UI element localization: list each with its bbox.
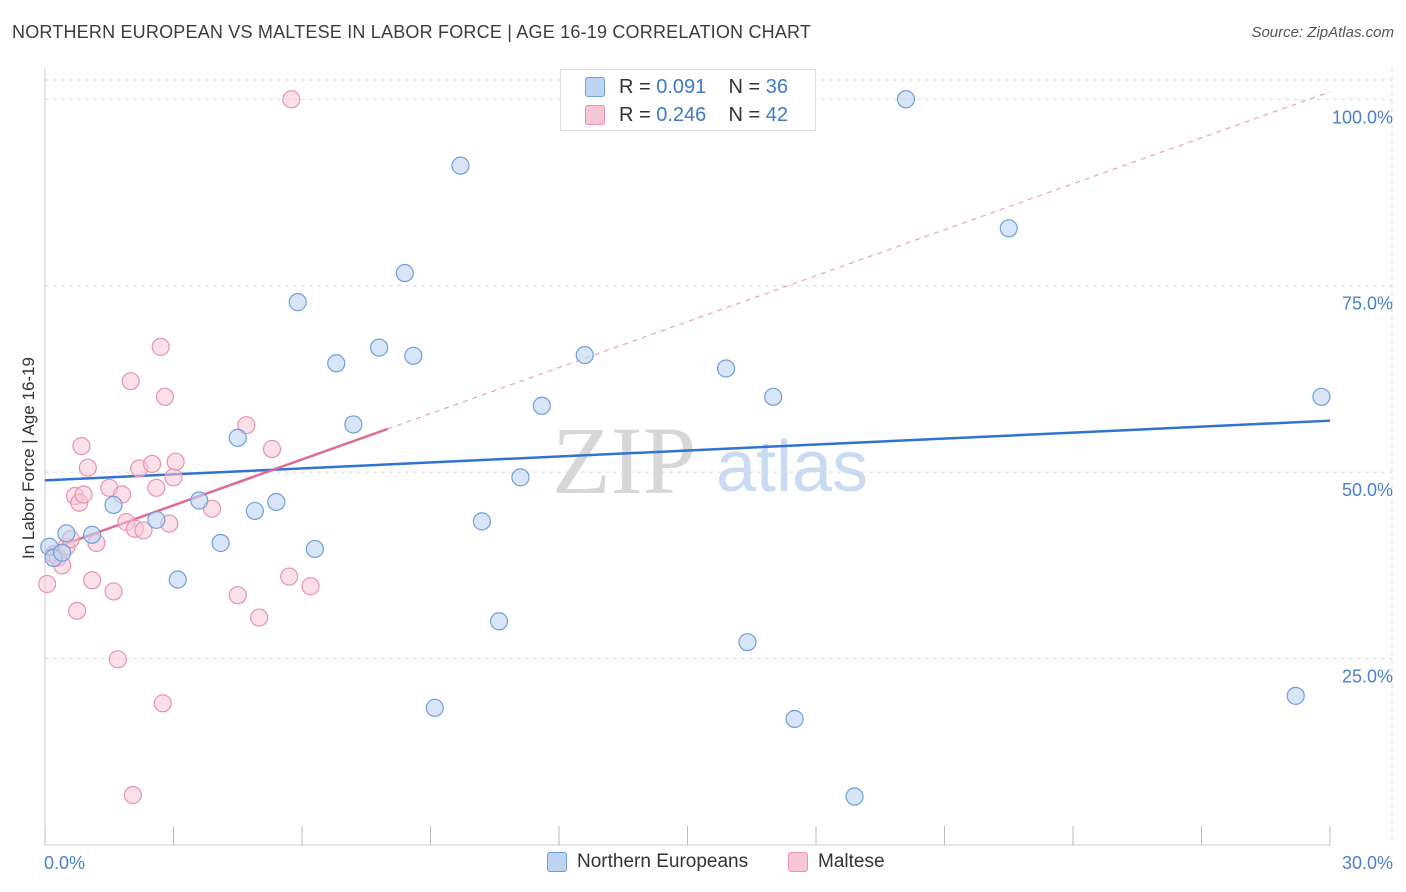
- northern-europeans-point: [404, 346, 423, 365]
- maltese-point: [38, 574, 57, 594]
- correlation-legend: R = 0.091 N = 36 R = 0.246 N = 42: [560, 69, 816, 131]
- northern-europeans-point: [104, 495, 123, 515]
- y-tick-label: 25.0%: [1342, 667, 1393, 687]
- northern-europeans-point: [489, 612, 509, 631]
- maltese-trend-projection: [387, 91, 1331, 430]
- legend-swatch-blue: [547, 852, 567, 872]
- maltese-point: [202, 499, 222, 518]
- source-label: Source: ZipAtlas.com: [1251, 24, 1394, 41]
- northern-europeans-point: [327, 354, 346, 373]
- watermark-zip: ZIP: [552, 407, 696, 514]
- y-tick-label: 75.0%: [1342, 294, 1393, 314]
- northern-europeans-point: [511, 468, 530, 487]
- maltese-point: [151, 337, 170, 356]
- northern-europeans-point: [532, 396, 551, 415]
- northern-europeans-point: [451, 156, 470, 175]
- maltese-point: [166, 452, 185, 471]
- northern-europeans-point: [245, 501, 264, 521]
- northern-europeans-point: [845, 787, 864, 806]
- maltese-point: [142, 454, 162, 474]
- y-tick-label: 100.0%: [1332, 107, 1393, 127]
- northern-europeans-point: [896, 90, 916, 109]
- legend-swatch-blue: [585, 77, 605, 97]
- northern-europeans-point: [147, 510, 166, 529]
- northern-europeans-point: [344, 415, 363, 434]
- northern-europeans-point: [190, 491, 209, 510]
- northern-europeans-point: [785, 709, 804, 729]
- northern-europeans-point: [57, 524, 76, 543]
- trend-lines: [44, 91, 1331, 553]
- maltese-point: [153, 694, 172, 713]
- legend-n-label: N =: [728, 75, 766, 98]
- maltese-point: [164, 468, 183, 487]
- legend-r-value: 0.246: [656, 103, 707, 126]
- tick-labels: 25.0% 50.0% 75.0% 100.0% 0.0% 30.0%: [44, 107, 1393, 873]
- northern-europeans-point: [575, 345, 594, 365]
- maltese-point: [123, 785, 142, 805]
- maltese-point: [237, 416, 256, 435]
- y-axis-label: In Labor Force | Age 16-19: [19, 357, 38, 559]
- legend-swatch-pink: [788, 852, 808, 872]
- maltese-point: [147, 478, 166, 497]
- maltese-point: [250, 608, 269, 627]
- maltese-point: [121, 372, 140, 391]
- northern-europeans-point: [211, 533, 230, 553]
- watermark-atlas: atlas: [716, 427, 868, 507]
- northern-europeans-trend-line: [44, 419, 1331, 482]
- maltese-point: [108, 650, 127, 669]
- northern-europeans-point: [288, 293, 307, 312]
- legend-r-value: 0.091: [656, 75, 707, 98]
- legend-r-label: R =: [619, 75, 657, 98]
- legend-n-label: N =: [728, 103, 766, 126]
- northern-europeans-point: [738, 633, 757, 652]
- northern-europeans-point: [83, 525, 102, 544]
- northern-europeans-point: [472, 512, 491, 531]
- northern-europeans-point: [999, 219, 1018, 238]
- series-legend: Northern Europeans Maltese: [0, 851, 1406, 877]
- y-tick-label: 50.0%: [1342, 480, 1393, 500]
- legend-item-northern-europeans[interactable]: Northern Europeans: [547, 851, 748, 873]
- maltese-trend-line: [44, 427, 389, 553]
- northern-europeans-point: [395, 263, 414, 283]
- x-tick-label: 30.0%: [1342, 853, 1393, 873]
- northern-europeans-point: [228, 428, 247, 447]
- axes: [44, 68, 1331, 846]
- northern-europeans-point: [53, 543, 72, 562]
- legend-swatch-pink: [585, 105, 605, 125]
- maltese-point: [74, 485, 93, 504]
- legend-label-maltese: Maltese: [818, 851, 885, 872]
- watermark: ZIP atlas: [552, 407, 868, 514]
- maltese-point: [280, 567, 299, 586]
- maltese-point: [262, 439, 282, 459]
- legend-n-value: 36: [765, 75, 789, 98]
- maltese-point: [301, 577, 320, 596]
- northern-europeans-point: [1312, 387, 1331, 406]
- maltese-point: [104, 582, 123, 601]
- maltese-point: [155, 387, 175, 406]
- legend-r-label: R =: [619, 103, 657, 126]
- northern-europeans-point: [168, 570, 187, 589]
- northern-europeans-point: [267, 492, 286, 512]
- northern-europeans-point: [1286, 686, 1305, 705]
- x-tick-label: 0.0%: [44, 853, 85, 873]
- northern-europeans-point: [716, 359, 736, 378]
- legend-label-northern-europeans: Northern Europeans: [577, 851, 749, 872]
- points-northern-europeans: [40, 90, 1331, 806]
- maltese-point: [134, 521, 153, 540]
- legend-n-value: 42: [765, 103, 789, 126]
- maltese-point: [72, 436, 91, 456]
- northern-europeans-point: [764, 387, 783, 406]
- maltese-point: [78, 458, 97, 477]
- northern-europeans-point: [370, 338, 389, 357]
- northern-europeans-point: [305, 539, 324, 559]
- points-maltese: [38, 90, 320, 805]
- maltese-point: [282, 90, 301, 109]
- maltese-point: [83, 571, 102, 590]
- maltese-point: [228, 586, 247, 605]
- maltese-point: [68, 601, 87, 620]
- chart-title: NORTHERN EUROPEAN VS MALTESE IN LABOR FO…: [12, 22, 812, 42]
- legend-item-maltese[interactable]: Maltese: [788, 851, 885, 873]
- northern-europeans-point: [425, 698, 444, 717]
